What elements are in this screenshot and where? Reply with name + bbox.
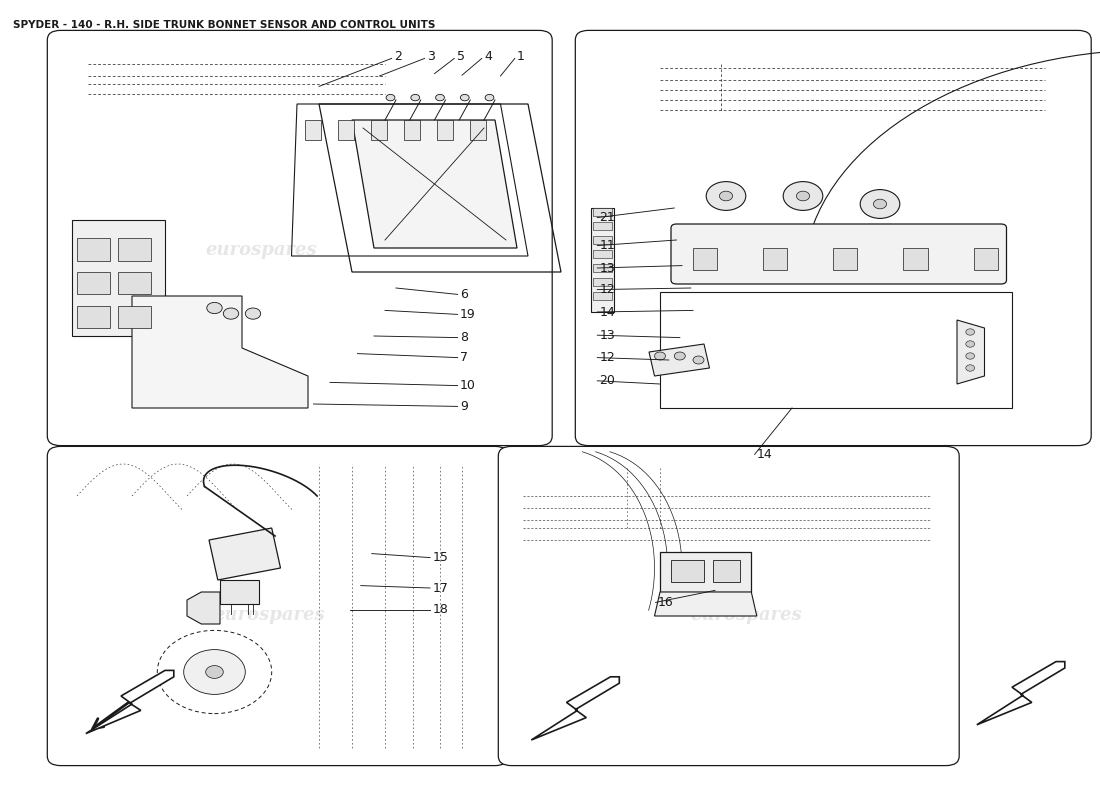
Text: eurospares: eurospares [206,241,317,259]
Polygon shape [132,296,308,408]
Circle shape [245,308,261,319]
Circle shape [461,94,469,101]
Text: SPYDER - 140 - R.H. SIDE TRUNK BONNET SENSOR AND CONTROL UNITS: SPYDER - 140 - R.H. SIDE TRUNK BONNET SE… [13,20,436,30]
Bar [593,292,612,300]
FancyBboxPatch shape [575,30,1091,446]
Text: 7: 7 [460,351,467,364]
Bar [371,120,387,140]
Circle shape [966,341,975,347]
Text: 11: 11 [600,239,615,252]
Text: 14: 14 [600,306,615,318]
Polygon shape [654,592,757,616]
Polygon shape [957,320,984,384]
Bar [470,120,486,140]
FancyBboxPatch shape [47,446,508,766]
Circle shape [654,352,666,360]
Text: eurospares: eurospares [213,606,324,624]
Bar [834,248,858,270]
Text: 16: 16 [658,596,673,609]
Text: 2: 2 [394,50,402,62]
Circle shape [966,353,975,359]
Text: 4: 4 [484,50,492,62]
Circle shape [706,182,746,210]
Bar [118,306,151,328]
Bar [72,220,165,336]
Bar [77,238,110,261]
Circle shape [207,302,222,314]
Circle shape [184,650,245,694]
Circle shape [873,199,887,209]
Circle shape [386,94,395,101]
Polygon shape [591,208,614,312]
Circle shape [966,365,975,371]
Bar [305,120,321,140]
Text: 18: 18 [432,603,448,616]
Circle shape [719,191,733,201]
Text: 14: 14 [757,448,772,461]
Bar [763,248,788,270]
Polygon shape [220,580,258,604]
Text: 10: 10 [460,379,475,392]
Text: eurospares: eurospares [691,606,802,624]
Polygon shape [649,344,710,376]
Bar [671,560,704,582]
Text: 13: 13 [600,262,615,274]
Polygon shape [187,592,220,624]
Bar [593,278,612,286]
Circle shape [223,308,239,319]
FancyBboxPatch shape [498,446,959,766]
Text: 21: 21 [600,211,615,224]
Bar [437,120,453,140]
Circle shape [966,329,975,335]
Text: eurospares: eurospares [768,241,879,259]
Text: 15: 15 [432,551,448,564]
Bar [593,264,612,272]
Text: 12: 12 [600,283,615,296]
Circle shape [783,182,823,210]
Text: 6: 6 [460,288,467,301]
Bar [77,306,110,328]
Bar [77,272,110,294]
Text: 3: 3 [427,50,434,62]
Circle shape [206,666,223,678]
Polygon shape [352,120,517,248]
Circle shape [485,94,494,101]
FancyBboxPatch shape [671,224,1006,284]
Text: 12: 12 [600,351,615,364]
Polygon shape [660,552,751,592]
Bar [118,272,151,294]
Text: 9: 9 [460,400,467,413]
Bar [118,238,151,261]
Polygon shape [209,528,280,580]
Circle shape [860,190,900,218]
Bar [338,120,354,140]
Polygon shape [977,662,1065,725]
Bar [404,120,420,140]
Bar [593,236,612,244]
Bar [903,248,927,270]
Bar [593,250,612,258]
Bar [693,248,717,270]
Polygon shape [531,677,619,740]
Text: 19: 19 [460,308,475,321]
Circle shape [693,356,704,364]
Bar [593,208,612,216]
Circle shape [796,191,810,201]
Circle shape [674,352,685,360]
Bar [713,560,740,582]
Circle shape [436,94,444,101]
Text: 5: 5 [456,50,464,62]
Text: 8: 8 [460,331,467,344]
Text: 1: 1 [517,50,525,62]
Circle shape [411,94,420,101]
Text: 20: 20 [600,374,615,387]
Bar [974,248,998,270]
FancyBboxPatch shape [47,30,552,446]
Text: 13: 13 [600,329,615,342]
Text: 17: 17 [432,582,448,594]
Polygon shape [86,670,174,734]
Bar [593,222,612,230]
